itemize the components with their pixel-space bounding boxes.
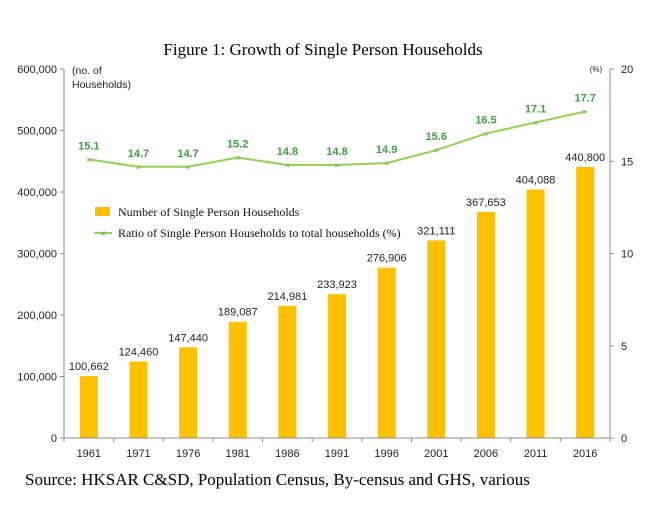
bar-value-label: 147,440: [168, 332, 208, 344]
left-tick-label: 0: [51, 433, 57, 445]
left-axis-label-line1: (no. of: [72, 65, 102, 77]
left-axis-ticks: 0 100,000 200,000 300,000 400,000 500,000 600,…: [17, 64, 64, 445]
left-tick-label: 600,000: [17, 64, 57, 76]
line-value-label: 16.5: [475, 115, 496, 127]
right-tick-label: 15: [621, 156, 633, 168]
line-point: ✕: [533, 120, 539, 128]
bar: [526, 189, 545, 438]
bar-series: [79, 166, 595, 438]
line-point: ✕: [136, 164, 142, 172]
bar-value-label: 404,088: [516, 174, 556, 186]
bar: [179, 347, 198, 438]
line-point: ✕: [582, 108, 588, 116]
chart-title: Figure 1: Growth of Single Person Househ…: [163, 40, 482, 59]
line-value-label: 15.6: [426, 131, 447, 143]
bar: [427, 240, 446, 438]
line-point: ✕: [235, 155, 241, 163]
left-tick-label: 100,000: [17, 372, 57, 384]
line-value-label: 14.8: [326, 146, 347, 158]
line-data-labels: 15.1 14.7 14.7 15.2 14.8 14.8 14.9 15.6 16.5 17.1…: [78, 92, 596, 159]
x-tick-label: 2001: [424, 448, 448, 460]
line-value-label: 14.7: [128, 148, 149, 160]
line-value-label: 14.7: [177, 148, 198, 160]
bar: [278, 305, 297, 438]
line-point: ✕: [334, 162, 340, 170]
bar-value-label: 124,460: [119, 346, 159, 358]
bar-data-labels: 100,662 124,460 147,440 189,087 214,981 233,9…: [69, 152, 605, 373]
line-point: ✕: [433, 147, 439, 155]
line-value-label: 15.2: [227, 139, 248, 151]
line-point: ✕: [384, 160, 390, 168]
x-tick-label: 1996: [374, 448, 398, 460]
line-value-label: 14.8: [277, 146, 298, 158]
bar: [576, 166, 595, 438]
legend-line-marker: ✕: [100, 230, 107, 239]
bar: [377, 267, 396, 438]
line-series: ✕ ✕ ✕ ✕ ✕ ✕ ✕ ✕ ✕ ✕ ✕: [86, 108, 588, 171]
bar: [228, 321, 247, 438]
right-tick-label: 10: [621, 249, 633, 261]
bar-value-label: 276,906: [367, 253, 407, 265]
line-value-label: 17.1: [525, 104, 546, 116]
x-tick-label: 1961: [77, 448, 101, 460]
x-tick-label: 1981: [225, 448, 249, 460]
x-axis-ticks: 1961 1971 1976 1981 1986 1991 1996 2001 2006 2011…: [63, 438, 611, 460]
right-axis-ticks: 0 5 10 15 20: [610, 64, 633, 445]
bar-value-label: 189,087: [218, 307, 258, 319]
x-tick-label: 1976: [176, 448, 200, 460]
source-note: Source: HKSAR C&SD, Population Census, B…: [25, 470, 530, 489]
left-tick-label: 500,000: [17, 126, 57, 138]
bar-value-label: 214,981: [267, 291, 307, 303]
bar-value-label: 367,653: [466, 197, 506, 209]
line-point: ✕: [483, 131, 489, 139]
line-point: ✕: [284, 162, 290, 170]
bar-value-label: 440,800: [565, 152, 605, 164]
line-point: ✕: [86, 156, 92, 164]
line-value-label: 17.7: [574, 92, 595, 104]
line-value-label: 15.1: [78, 140, 99, 152]
right-axis-label: (%): [590, 65, 603, 74]
bar-value-label: 321,111: [417, 226, 455, 238]
legend-bar-label: Number of Single Person Households: [118, 205, 300, 219]
legend-bar-swatch: [95, 207, 110, 216]
legend-line-label: Ratio of Single Person Households to tot…: [118, 226, 401, 240]
right-tick-label: 20: [621, 64, 633, 76]
line-value-label: 14.9: [376, 144, 397, 156]
bar: [129, 361, 148, 438]
left-tick-label: 400,000: [17, 187, 57, 199]
right-tick-label: 0: [621, 433, 627, 445]
line-point: ✕: [185, 164, 191, 172]
bar-value-label: 233,923: [317, 279, 357, 291]
bar: [476, 211, 495, 438]
x-tick-label: 2011: [524, 448, 548, 460]
left-axis-label-line2: Households): [72, 79, 131, 91]
left-tick-label: 300,000: [17, 249, 57, 261]
ratio-line: [88, 110, 586, 168]
x-tick-label: 2016: [573, 448, 597, 460]
legend: Number of Single Person Households ✕ Rat…: [94, 205, 401, 240]
x-tick-label: 2006: [474, 448, 498, 460]
bar-value-label: 100,662: [69, 361, 109, 373]
left-tick-label: 200,000: [17, 310, 57, 322]
bar: [328, 294, 346, 438]
x-tick-label: 1991: [325, 448, 349, 460]
right-tick-label: 5: [621, 341, 627, 353]
bar: [79, 376, 98, 438]
x-tick-label: 1986: [275, 448, 299, 460]
x-tick-label: 1971: [126, 448, 150, 460]
